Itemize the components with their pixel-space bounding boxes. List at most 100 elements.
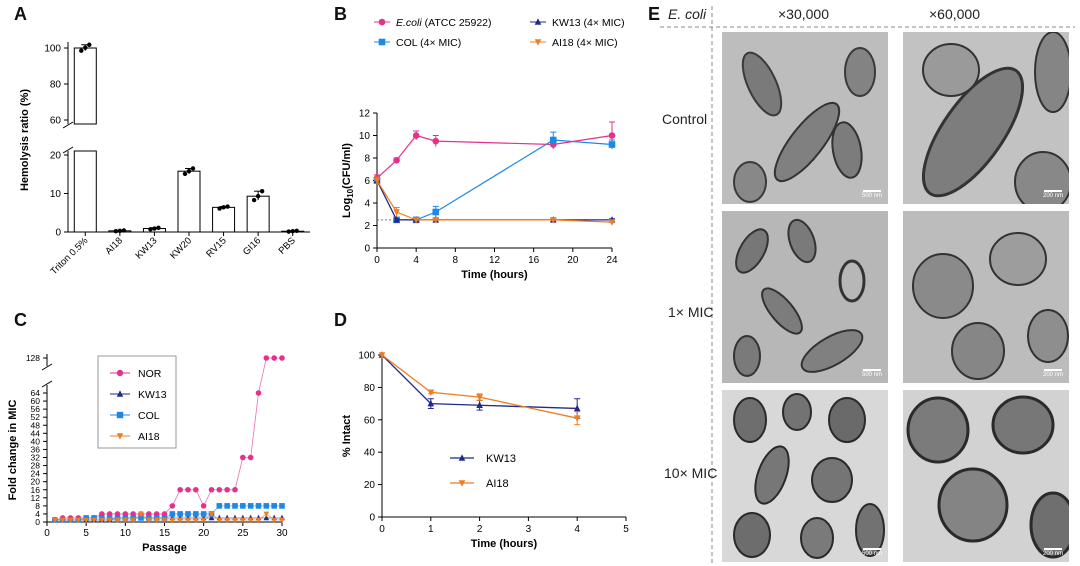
x-tick-label: 0 [374, 255, 380, 266]
data-point [240, 454, 246, 461]
y-tick-label: 10 [50, 189, 62, 200]
y-tick-label: 4 [364, 199, 370, 210]
y-tick-label: 0 [364, 244, 370, 255]
data-point [232, 503, 238, 509]
x-axis-title: Time (hours) [461, 269, 528, 281]
data-point [67, 517, 74, 524]
tem-image-1x-60k: 200 nm [903, 211, 1069, 383]
data-point [232, 486, 238, 493]
tem-col-label-1: ×30,000 [778, 6, 829, 22]
legend-label: KW13 (4× MIC) [552, 17, 625, 29]
y-tick-label: 44 [31, 428, 41, 438]
data-point [573, 415, 581, 422]
data-point [182, 171, 188, 177]
y-tick-label: 12 [359, 109, 371, 120]
y-tick-label: 28 [31, 461, 41, 471]
data-point [138, 511, 144, 518]
legend-marker [116, 433, 124, 440]
axis-break-mark [41, 363, 53, 371]
data-point [251, 197, 257, 203]
series-line [376, 134, 613, 179]
y-tick-label: 12 [31, 493, 41, 503]
legend-marker [378, 38, 386, 46]
y-tick-label: 8 [35, 501, 40, 511]
scale-bar: 500 nm [862, 369, 882, 378]
data-point [271, 355, 277, 361]
data-point [161, 517, 168, 524]
y-tick-label: 0 [55, 228, 61, 239]
y-tick-label: 40 [31, 436, 41, 446]
y-tick-label: 2 [364, 221, 370, 232]
legend-label: COL (4× MIC) [396, 37, 461, 49]
data-point [208, 511, 215, 518]
data-point [608, 132, 616, 139]
tem-row-label-control: Control [662, 111, 708, 127]
y-tick-label: 60 [50, 116, 62, 127]
y-tick-label: 6 [364, 176, 370, 187]
data-point [52, 517, 58, 524]
x-tick-label: 15 [159, 528, 171, 539]
data-point [259, 188, 265, 194]
data-point [106, 517, 113, 524]
y-tick-label: 10 [359, 131, 371, 142]
legend-label: KW13 [486, 453, 516, 465]
tem-image-10x-60k: 200 nm [903, 390, 1069, 562]
y-tick-label: 4 [35, 509, 40, 519]
legend-marker [116, 369, 124, 377]
data-point [185, 511, 191, 517]
y-tick-label: 100 [358, 351, 375, 362]
y-tick-label: 60 [31, 396, 41, 406]
y-tick-label: 80 [50, 80, 62, 91]
x-tick-label: 5 [623, 524, 629, 535]
scale-bar: 500 nm [862, 548, 882, 557]
y-tick-label: 52 [31, 412, 41, 422]
legend-box [97, 355, 177, 449]
data-point [476, 401, 483, 409]
data-point [271, 517, 277, 524]
data-point [255, 390, 262, 396]
y-tick-label: 20 [31, 477, 41, 487]
data-point [87, 42, 92, 47]
y-tick-label: 0 [369, 513, 375, 524]
scale-bar: 500 nm [862, 190, 882, 199]
data-point [412, 217, 420, 224]
x-tick-label: 5 [83, 528, 89, 539]
data-point [255, 193, 261, 199]
panel-letter-c: C [14, 310, 27, 330]
legend-label: AI18 [138, 431, 160, 443]
data-point [224, 503, 230, 509]
y-axis-title: Hemolysis ratio (%) [19, 89, 31, 191]
x-tick-label: 3 [526, 524, 532, 535]
data-point [393, 209, 400, 216]
y-tick-label: 80 [364, 383, 376, 394]
data-point [432, 217, 440, 224]
x-tick-label: 4 [413, 255, 419, 266]
y-tick-label: 100 [44, 44, 61, 55]
legend-marker [534, 39, 542, 46]
x-tick-label: 0 [379, 524, 385, 535]
data-point [177, 511, 183, 517]
data-point [169, 511, 176, 517]
y-axis-title: Fold change in MIC [7, 400, 19, 501]
y-tick-label: 36 [31, 444, 41, 454]
data-point [208, 514, 215, 521]
data-point [286, 229, 291, 234]
y-tick-label: 56 [31, 404, 41, 414]
data-point [476, 394, 483, 401]
data-point [290, 229, 295, 234]
data-point [427, 399, 435, 407]
data-point [393, 156, 400, 164]
scale-bar: 200 nm [1043, 548, 1063, 557]
data-point [59, 517, 66, 524]
data-point [200, 517, 207, 524]
y-tick-label: 24 [31, 469, 41, 479]
data-point [225, 204, 230, 209]
tem-row-label-10x: 10× MIC [664, 465, 718, 481]
data-point [153, 517, 160, 524]
data-point [224, 486, 230, 493]
legend-marker [116, 390, 124, 397]
axis-break-mark [62, 146, 74, 154]
tem-image-control-60k: 200 nm [903, 32, 1069, 204]
tem-organism-label: E. coli [668, 6, 707, 22]
